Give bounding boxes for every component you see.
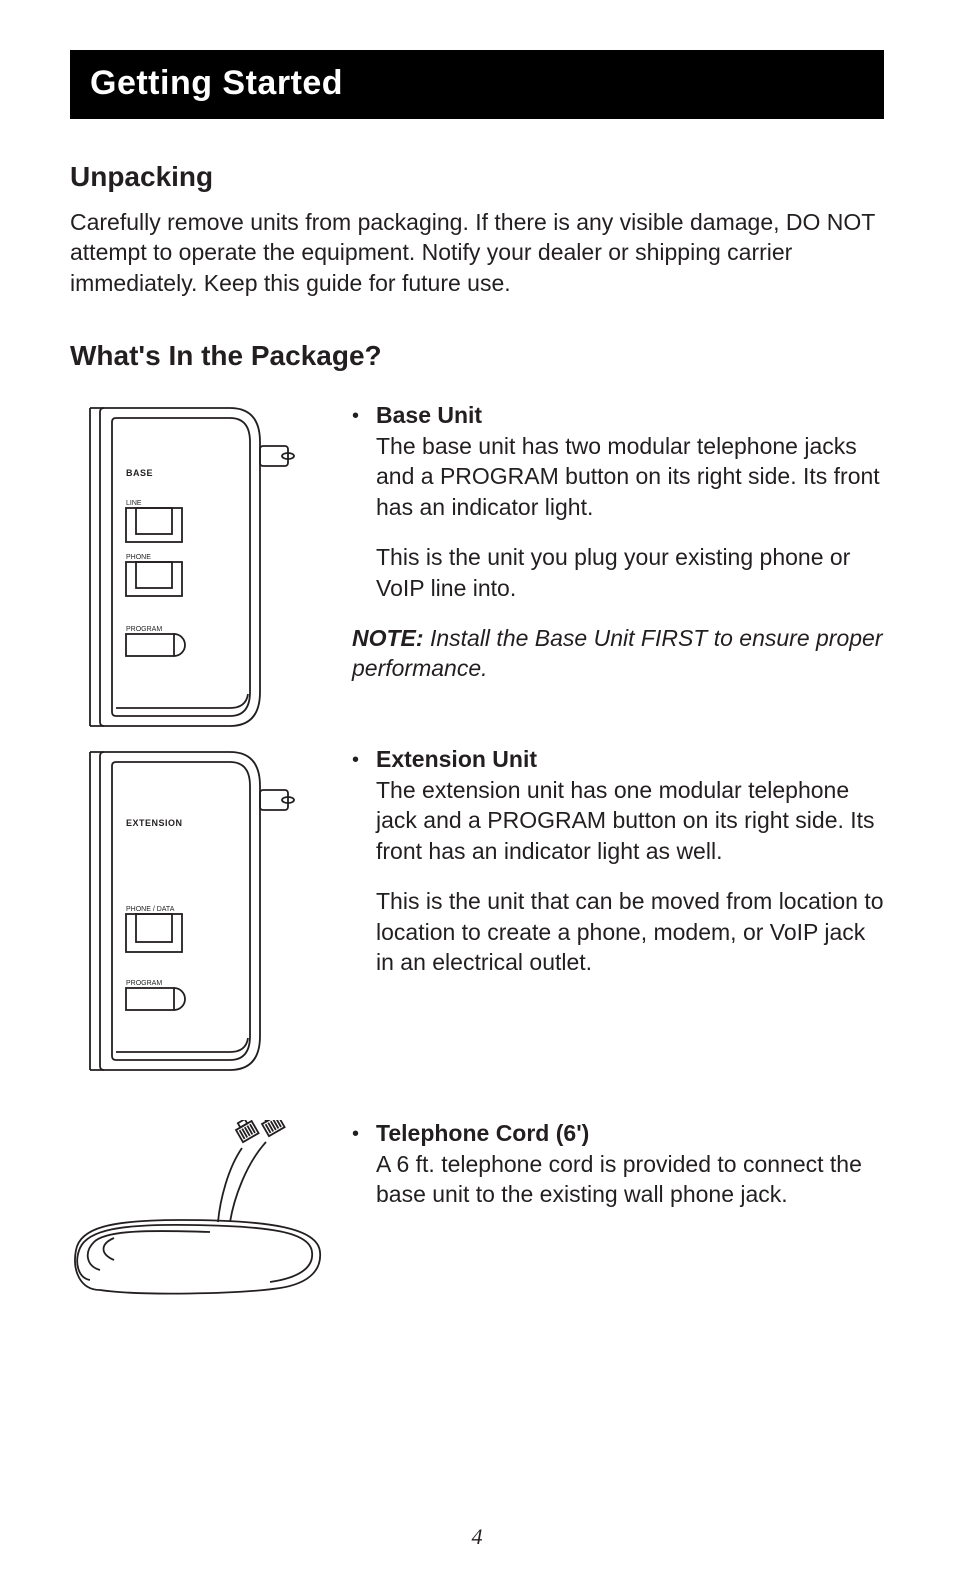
item-desc: A 6 ft. telephone cord is provided to co… xyxy=(376,1149,884,1210)
package-item: EXTENSION PHONE / DATA PROGRAM • Extensi… xyxy=(70,746,884,1076)
bullet-icon: • xyxy=(352,1120,376,1210)
section-title-text: Getting Started xyxy=(90,64,343,102)
unpacking-heading: Unpacking xyxy=(70,161,884,193)
page-number: 4 xyxy=(0,1524,954,1550)
item-title: Base Unit xyxy=(376,402,884,429)
svg-text:PHONE: PHONE xyxy=(126,554,151,561)
svg-text:BASE: BASE xyxy=(126,468,153,478)
item-title: Extension Unit xyxy=(376,746,884,773)
bullet-icon: • xyxy=(352,402,376,603)
item-desc2: This is the unit that can be moved from … xyxy=(376,886,884,977)
svg-text:EXTENSION: EXTENSION xyxy=(126,818,183,828)
extension-unit-text: • Extension Unit The extension unit has … xyxy=(330,746,884,1076)
item-title: Telephone Cord (6') xyxy=(376,1120,884,1147)
note-body: Install the Base Unit FIRST to ensure pr… xyxy=(352,625,883,681)
package-item: BASE LINE PHONE PROGRAM • Base Unit The … xyxy=(70,402,884,732)
base-unit-illustration: BASE LINE PHONE PROGRAM xyxy=(70,402,330,732)
note-label: NOTE: xyxy=(352,625,424,651)
package-heading: What's In the Package? xyxy=(70,340,884,372)
telephone-cord-illustration xyxy=(70,1120,330,1320)
item-note: NOTE: Install the Base Unit FIRST to ens… xyxy=(352,623,884,684)
svg-text:PROGRAM: PROGRAM xyxy=(126,980,162,987)
unpacking-body: Carefully remove units from packaging. I… xyxy=(70,207,884,298)
item-desc2: This is the unit you plug your existing … xyxy=(376,542,884,603)
svg-text:PHONE / DATA: PHONE / DATA xyxy=(126,906,175,913)
package-item: • Telephone Cord (6') A 6 ft. telephone … xyxy=(70,1120,884,1320)
telephone-cord-text: • Telephone Cord (6') A 6 ft. telephone … xyxy=(330,1120,884,1320)
item-desc: The base unit has two modular telephone … xyxy=(376,431,884,522)
section-title-bar: Getting Started xyxy=(70,50,884,119)
bullet-icon: • xyxy=(352,746,376,977)
manual-page: Getting Started Unpacking Carefully remo… xyxy=(0,0,954,1590)
svg-text:LINE: LINE xyxy=(126,500,142,507)
item-desc: The extension unit has one modular telep… xyxy=(376,775,884,866)
extension-unit-illustration: EXTENSION PHONE / DATA PROGRAM xyxy=(70,746,330,1076)
base-unit-text: • Base Unit The base unit has two modula… xyxy=(330,402,884,732)
svg-text:PROGRAM: PROGRAM xyxy=(126,626,162,633)
